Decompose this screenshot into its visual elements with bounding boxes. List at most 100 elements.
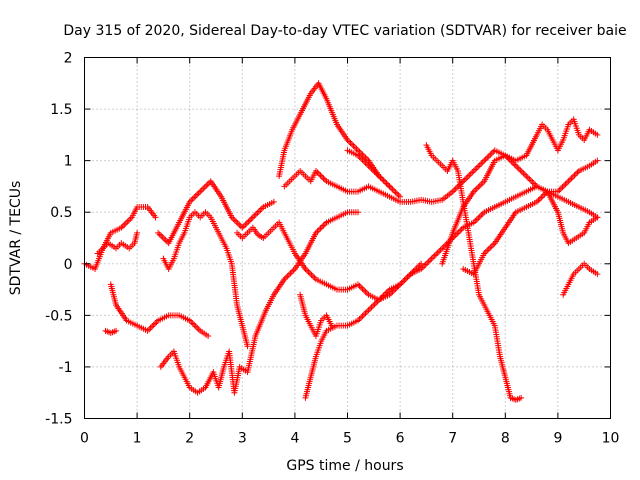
series-track-1 bbox=[81, 204, 159, 272]
data-point bbox=[556, 187, 563, 194]
data-point bbox=[389, 186, 396, 193]
data-point bbox=[234, 220, 241, 227]
data-point bbox=[478, 181, 485, 188]
data-point bbox=[524, 174, 531, 181]
data-point bbox=[317, 172, 324, 179]
data-point bbox=[124, 218, 131, 225]
series-track-13 bbox=[439, 116, 601, 267]
data-point bbox=[386, 183, 393, 190]
data-point bbox=[527, 177, 534, 184]
data-point bbox=[562, 181, 569, 188]
data-point bbox=[476, 213, 483, 220]
data-point bbox=[356, 282, 363, 289]
data-point bbox=[425, 258, 432, 265]
data-point bbox=[521, 171, 528, 178]
series-track-15 bbox=[560, 260, 601, 298]
data-point bbox=[125, 217, 132, 224]
data-point bbox=[512, 162, 519, 169]
data-point bbox=[194, 191, 201, 198]
data-point bbox=[472, 166, 479, 173]
data-point bbox=[518, 168, 525, 175]
data-point bbox=[195, 326, 202, 333]
x-tick-label: 4 bbox=[290, 431, 299, 447]
data-point bbox=[436, 248, 443, 255]
data-point bbox=[518, 394, 525, 401]
data-point bbox=[388, 184, 395, 191]
x-tick-label: 1 bbox=[133, 431, 142, 447]
data-point bbox=[523, 173, 530, 180]
data-point bbox=[189, 320, 196, 327]
series-track-4 bbox=[107, 281, 212, 339]
data-point bbox=[200, 185, 207, 192]
data-point bbox=[287, 270, 294, 277]
data-point bbox=[361, 311, 368, 318]
data-point bbox=[488, 243, 495, 250]
series-track-12 bbox=[423, 142, 525, 403]
data-point bbox=[395, 192, 402, 199]
data-point bbox=[473, 216, 480, 223]
data-point bbox=[484, 154, 491, 161]
data-point bbox=[488, 150, 495, 157]
series-track-14 bbox=[460, 188, 601, 278]
data-point bbox=[162, 237, 169, 244]
data-point bbox=[482, 156, 489, 163]
data-point bbox=[134, 229, 141, 236]
data-point bbox=[308, 271, 315, 278]
data-point bbox=[594, 214, 601, 221]
data-point bbox=[147, 324, 154, 331]
data-point bbox=[377, 174, 384, 181]
data-point bbox=[404, 274, 411, 281]
data-point bbox=[306, 270, 313, 277]
data-point bbox=[560, 182, 567, 189]
data-point bbox=[305, 268, 312, 275]
data-point bbox=[121, 221, 128, 228]
data-point bbox=[315, 170, 322, 177]
data-point bbox=[391, 187, 398, 194]
y-tick-label: 1.5 bbox=[50, 102, 72, 118]
data-point bbox=[484, 247, 491, 254]
data-point bbox=[251, 212, 258, 219]
data-point bbox=[158, 232, 165, 239]
data-point bbox=[244, 343, 251, 350]
data-point bbox=[455, 229, 462, 236]
data-point bbox=[282, 274, 289, 281]
data-point bbox=[359, 313, 366, 320]
data-point bbox=[481, 157, 488, 164]
data-point bbox=[568, 175, 575, 182]
data-point bbox=[352, 144, 359, 151]
data-point bbox=[490, 241, 497, 248]
data-point bbox=[467, 170, 474, 177]
data-point bbox=[463, 175, 470, 182]
series-track-10 bbox=[302, 183, 601, 401]
y-tick-label: 0 bbox=[64, 257, 73, 273]
data-point bbox=[538, 194, 545, 201]
data-point bbox=[433, 251, 440, 258]
data-point bbox=[285, 271, 292, 278]
data-point bbox=[318, 173, 325, 180]
data-point bbox=[191, 194, 198, 201]
data-point bbox=[479, 159, 486, 166]
x-tick-label: 5 bbox=[343, 431, 352, 447]
data-point bbox=[243, 220, 250, 227]
data-point bbox=[373, 299, 380, 306]
data-point bbox=[539, 193, 546, 200]
data-point bbox=[150, 321, 157, 328]
data-point bbox=[371, 301, 378, 308]
x-tick-label: 10 bbox=[602, 431, 620, 447]
data-point bbox=[368, 304, 375, 311]
x-tick-label: 9 bbox=[553, 431, 562, 447]
data-point bbox=[156, 231, 163, 238]
data-point bbox=[358, 284, 365, 291]
data-point bbox=[249, 214, 256, 221]
data-point bbox=[478, 160, 485, 167]
y-tick-label: 1 bbox=[64, 154, 73, 170]
series-track-17 bbox=[297, 291, 335, 339]
data-point bbox=[437, 246, 444, 253]
data-point bbox=[536, 195, 543, 202]
data-point bbox=[270, 198, 277, 205]
data-point bbox=[485, 153, 492, 160]
data-point bbox=[422, 261, 429, 268]
y-tick-label: -0.5 bbox=[45, 308, 72, 324]
